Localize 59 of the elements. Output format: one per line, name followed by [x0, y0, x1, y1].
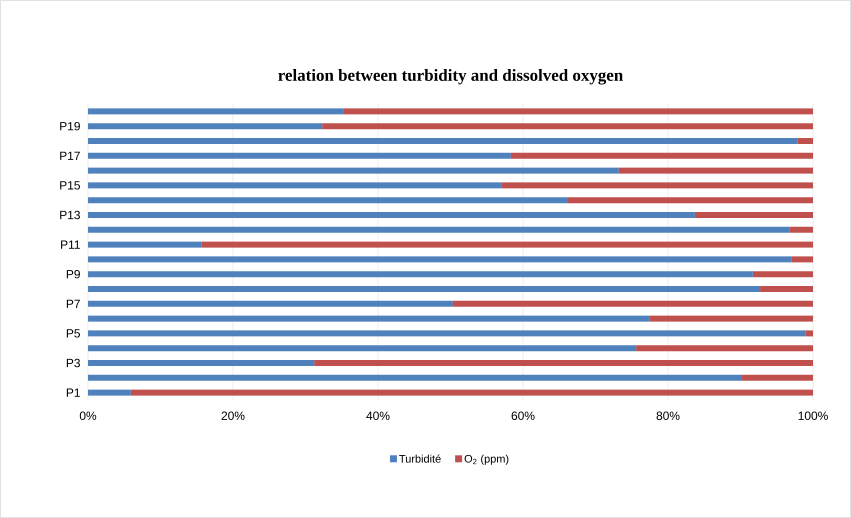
bar [742, 374, 814, 381]
bar [636, 345, 814, 352]
bar [88, 374, 742, 381]
x-tick-label: 60% [512, 412, 535, 420]
bar [88, 212, 695, 218]
bar [806, 330, 814, 336]
bar [568, 197, 814, 204]
bar [501, 182, 814, 188]
bar [510, 152, 814, 159]
legend-label: O$_{2}$ (ppm) [464, 454, 508, 465]
bar [88, 256, 792, 262]
x-tick-label: 80% [656, 412, 680, 420]
bar [88, 360, 314, 366]
x-tick-label: 20% [222, 412, 245, 420]
bar [790, 226, 814, 233]
bar [130, 390, 814, 396]
bar [88, 226, 790, 233]
legend-label: Turbidité [399, 454, 441, 463]
bar [650, 316, 814, 322]
bar [344, 108, 814, 114]
bar [618, 168, 814, 174]
y-tick-label: P19 [60, 122, 80, 130]
x-tick-label: 100% [798, 412, 828, 420]
y-tick-label: P11 [61, 240, 80, 249]
bar [202, 242, 814, 248]
bar [88, 286, 760, 292]
x-tick-label: 0% [80, 412, 96, 420]
bar [88, 316, 650, 322]
chart-title: relation between turbidity and dissolved oxygen [278, 69, 623, 84]
bar [791, 256, 814, 262]
x-tick-label: 40% [366, 412, 390, 420]
bar [88, 182, 502, 188]
y-tick-label: P5 [66, 329, 80, 338]
bar [760, 286, 814, 292]
bar [88, 242, 202, 248]
bar [88, 345, 636, 352]
y-tick-label: P17 [60, 152, 80, 160]
bar [88, 197, 568, 204]
bar [88, 168, 619, 174]
bar [314, 360, 814, 366]
bar [798, 138, 814, 144]
bar [88, 108, 344, 114]
bar [322, 123, 814, 130]
bar [88, 300, 453, 307]
bar [88, 138, 798, 144]
bar [88, 271, 753, 278]
bar [88, 330, 806, 336]
y-tick-label: P13 [60, 210, 80, 220]
y-tick-label: P3 [66, 358, 80, 368]
bar [88, 152, 511, 159]
bar [452, 300, 814, 307]
y-tick-label: P15 [60, 181, 80, 190]
y-tick-label: P9 [66, 270, 80, 278]
bar [88, 390, 131, 396]
bar [694, 212, 814, 218]
bar [752, 271, 814, 278]
bar [88, 123, 322, 130]
y-tick-label: P1 [66, 388, 80, 397]
y-tick-label: P7 [66, 300, 80, 308]
